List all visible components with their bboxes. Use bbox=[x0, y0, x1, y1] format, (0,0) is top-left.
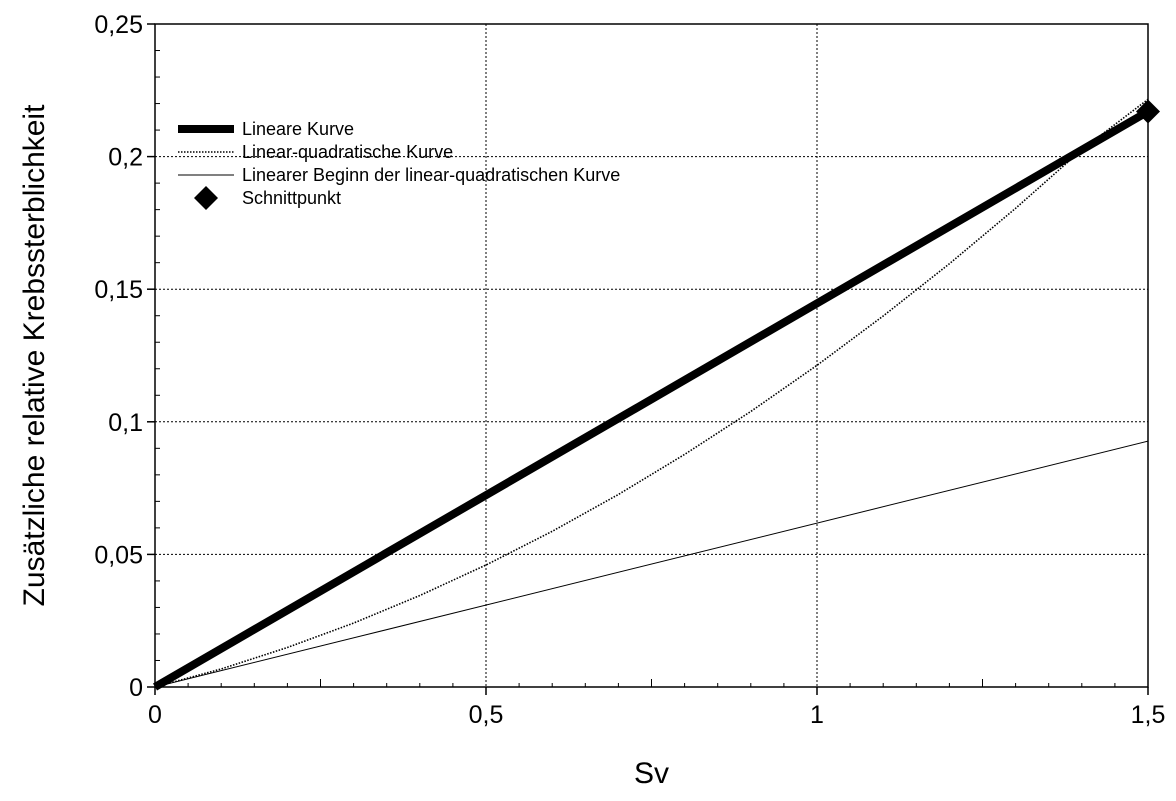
series-linearer-beginn-der-linear-quadratischen-kurve-line bbox=[154, 440, 1149, 688]
y-tick-label: 0,2 bbox=[108, 144, 143, 172]
x-tick-label: 1 bbox=[810, 701, 824, 729]
y-tick-label: 0 bbox=[129, 674, 143, 702]
series-layer bbox=[152, 98, 1160, 691]
y-tick-label: 0,25 bbox=[94, 11, 143, 39]
series-schnittpunkt-marker bbox=[1136, 99, 1160, 124]
series-lineare-kurve-line bbox=[152, 108, 1151, 691]
legend-label: Schnittpunkt bbox=[242, 188, 341, 208]
legend-swatch-diamond bbox=[194, 186, 218, 210]
y-tick-label: 0,1 bbox=[108, 409, 143, 437]
y-tick-label: 0,05 bbox=[94, 541, 143, 569]
legend-item: Schnittpunkt bbox=[194, 186, 341, 210]
legend-item: Linearer Beginn der linear-quadratischen… bbox=[178, 165, 620, 185]
x-tick-label: 1,5 bbox=[1131, 701, 1166, 729]
x-axis-ticks: 0 0,5 1 1,5 bbox=[148, 687, 1165, 729]
y-axis-ticks: 0 0,05 0,1 0,15 0,2 0,25 bbox=[94, 11, 155, 702]
legend-label: Linear-quadratische Kurve bbox=[242, 142, 453, 162]
legend-label: Lineare Kurve bbox=[242, 119, 354, 139]
legend: Lineare Kurve Linear-quadratische Kurve Li… bbox=[178, 119, 620, 210]
y-axis-title: Zusätzliche relative Krebssterblichkeit bbox=[18, 104, 51, 607]
x-axis-title: Sv bbox=[634, 757, 669, 790]
y-tick-label: 0,15 bbox=[94, 276, 143, 304]
legend-label: Linearer Beginn der linear-quadratischen… bbox=[242, 165, 620, 185]
minor-ticks bbox=[155, 50, 1116, 687]
x-tick-label: 0 bbox=[148, 701, 162, 729]
legend-item: Linear-quadratische Kurve bbox=[178, 142, 453, 162]
x-tick-label: 0,5 bbox=[469, 701, 504, 729]
legend-item: Lineare Kurve bbox=[178, 119, 354, 139]
